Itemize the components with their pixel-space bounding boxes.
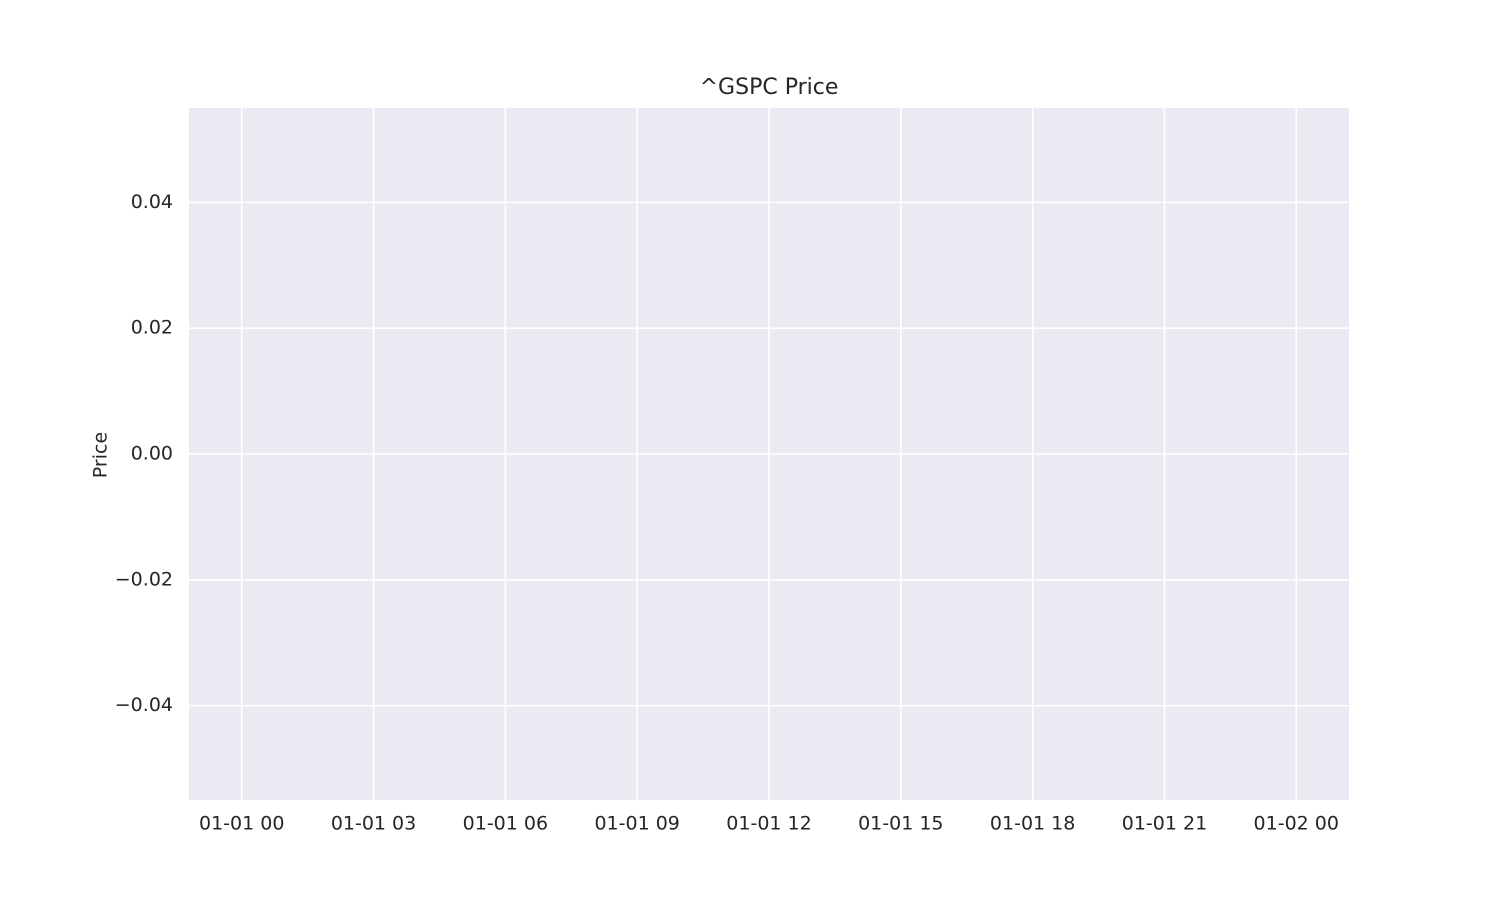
y-tick-label: 0.00 [131, 443, 173, 465]
x-tick-label: 01-01 06 [463, 813, 548, 835]
y-tick-label: −0.04 [115, 694, 173, 716]
y-tick-label: 0.04 [131, 191, 173, 213]
x-tick-label: 01-01 09 [594, 813, 679, 835]
y-axis-label: Price [90, 432, 112, 478]
x-tick-label: 01-01 00 [199, 813, 284, 835]
y-tick-label: −0.02 [115, 568, 173, 590]
x-tick-label: 01-01 15 [858, 813, 943, 835]
x-tick-label: 01-02 00 [1254, 813, 1339, 835]
x-tick-label: 01-01 21 [1122, 813, 1207, 835]
chart-title: ^GSPC Price [700, 75, 839, 100]
y-tick-label: 0.02 [131, 317, 173, 339]
x-tick-label: 01-01 03 [331, 813, 416, 835]
x-tick-label: 01-01 12 [726, 813, 811, 835]
x-tick-label: 01-01 18 [990, 813, 1075, 835]
